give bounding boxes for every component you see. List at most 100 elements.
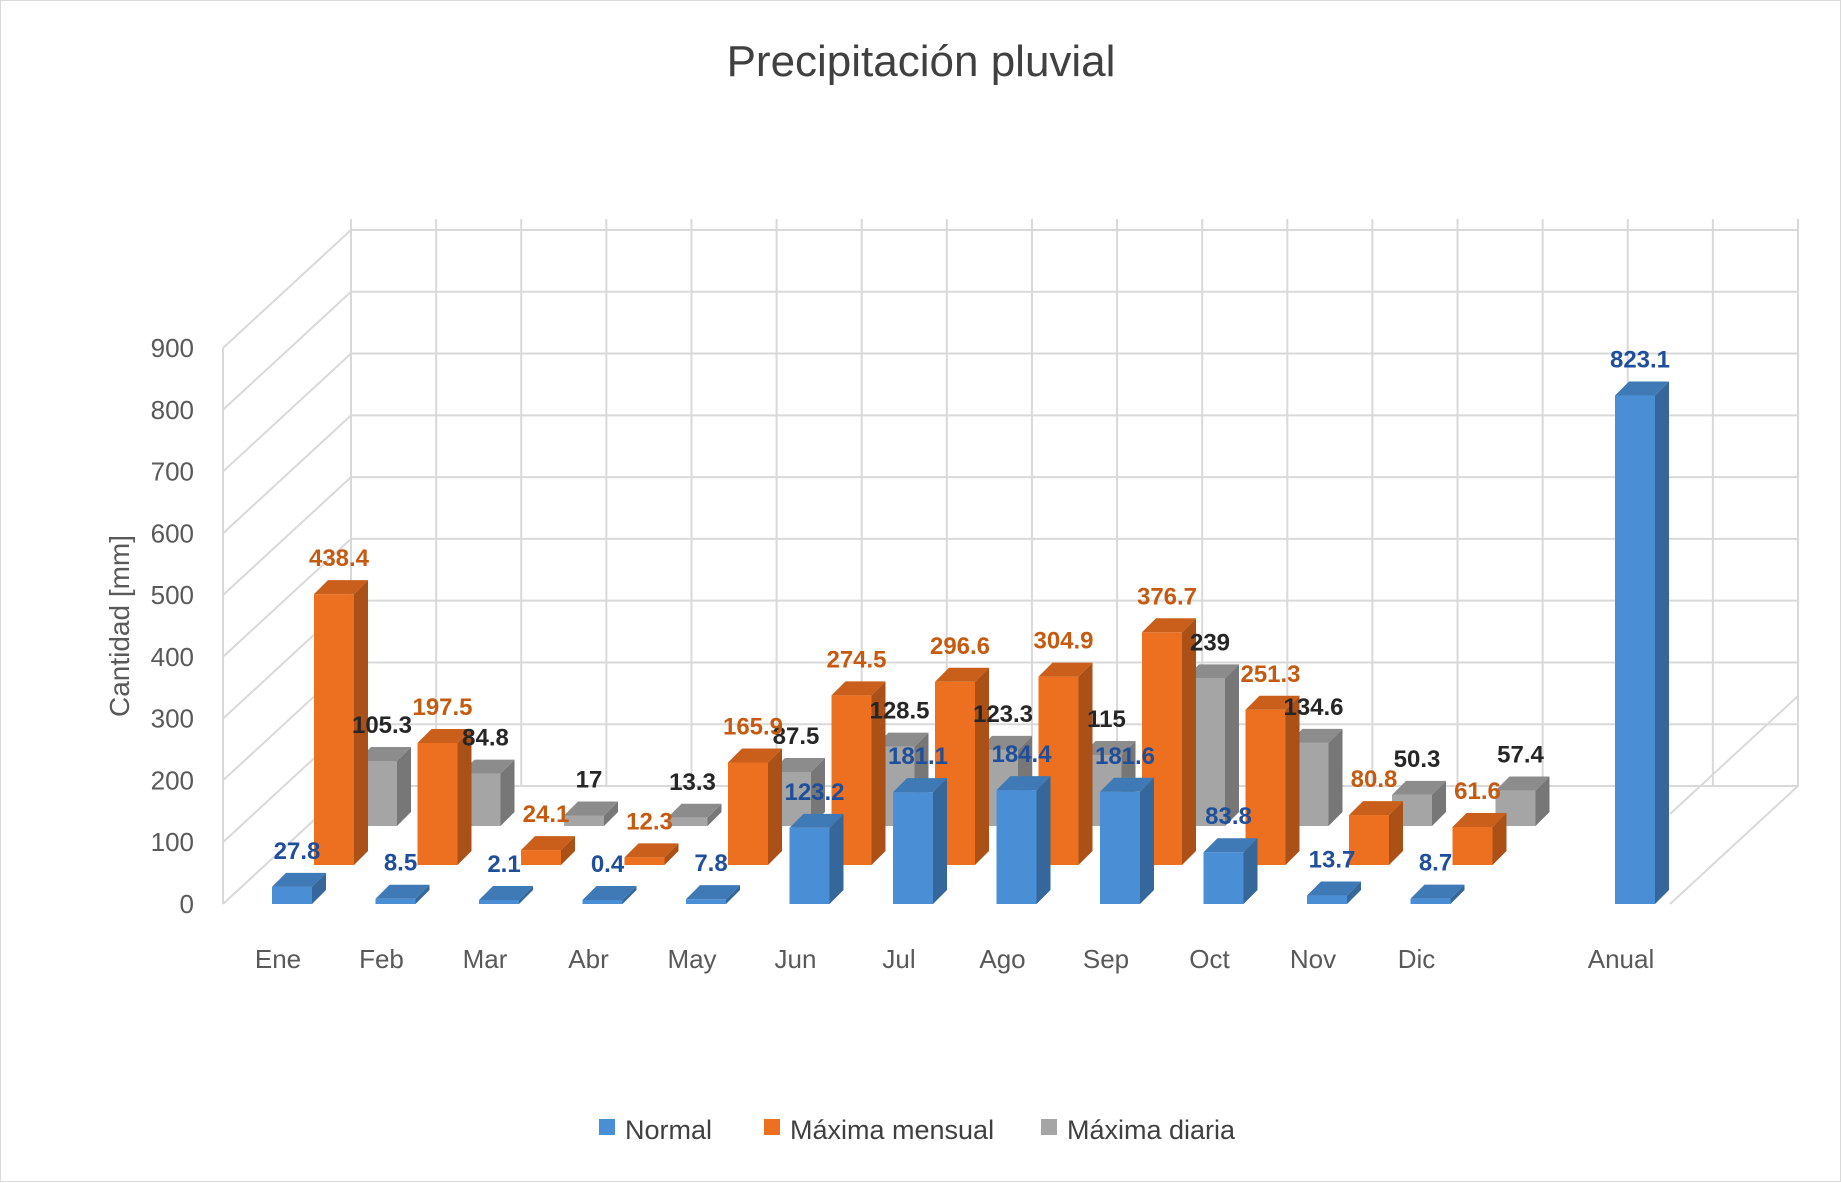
bar-normal-sep: [1100, 777, 1154, 904]
legend-swatch: [764, 1119, 780, 1135]
y-axis: 0 100 200 300 400 500 600 700 800 900: [151, 333, 194, 919]
x-tick-label: Feb: [359, 944, 404, 974]
bar-side: [707, 803, 722, 826]
bar-normal-ene: [272, 872, 326, 904]
bar-front: [375, 898, 416, 904]
data-label: 84.8: [462, 725, 509, 752]
bar-side: [664, 843, 679, 865]
bar-normal-dic: [1410, 884, 1465, 904]
bar-top: [375, 884, 430, 899]
x-tick-label: Anual: [1588, 944, 1655, 974]
x-tick-label: Oct: [1189, 944, 1230, 974]
bar-top: [728, 748, 782, 763]
legend-label: Normal: [625, 1115, 712, 1145]
data-label: 181.1: [888, 743, 948, 770]
y-tick-label: 600: [151, 518, 194, 548]
bar-máxima-mensual-oct: [1245, 695, 1300, 865]
bar-side: [1036, 776, 1051, 904]
legend-swatch: [1041, 1119, 1057, 1135]
y-tick-label: 700: [151, 457, 194, 487]
data-label: 24.1: [523, 801, 570, 828]
bar-front: [1410, 898, 1451, 904]
bar-máxima-diaria-abr: [667, 803, 722, 826]
bar-front: [521, 850, 561, 865]
bar-front: [582, 900, 623, 904]
bar-normal-ago: [996, 776, 1051, 904]
bar-top: [417, 728, 472, 743]
bar-side: [519, 886, 533, 904]
bar-top: [1245, 695, 1300, 710]
legend-swatch: [599, 1119, 615, 1135]
bar-side: [1140, 777, 1154, 904]
x-tick-label: May: [667, 944, 716, 974]
data-label: 83.8: [1205, 803, 1252, 830]
bar-side: [933, 778, 947, 904]
bar-side: [1535, 776, 1550, 826]
data-labels: 105.3 84.8 17 13.3 87.5 128.5 123.3 115 239 134.6…: [274, 347, 1670, 878]
data-label: 296.6: [930, 633, 990, 660]
data-label: 80.8: [1351, 766, 1398, 793]
bar-front: [1615, 395, 1655, 904]
data-label: 8.7: [1419, 850, 1452, 877]
bar-máxima-mensual-dic: [1452, 812, 1507, 865]
data-label: 438.4: [309, 545, 370, 572]
bar-normal-mar: [479, 886, 533, 904]
data-label: 115: [1087, 706, 1126, 733]
bar-side: [1078, 662, 1093, 865]
bar-máxima-mensual-nov: [1349, 801, 1403, 865]
floor-edge-right-2: [1669, 695, 1799, 815]
bar-front: [272, 886, 312, 904]
bar-side: [1347, 881, 1361, 904]
data-label: 2.1: [487, 851, 520, 878]
data-label: 184.4: [991, 741, 1052, 768]
bar-top: [978, 735, 1032, 750]
bar-side: [1492, 812, 1507, 865]
bar-máxima-diaria-mar: [564, 801, 618, 826]
bar-máxima-mensual-ene: [314, 580, 368, 865]
data-label: 251.3: [1240, 661, 1300, 688]
bar-side: [1328, 728, 1343, 826]
bar-máxima-mensual-may: [728, 748, 782, 865]
bar-front: [564, 815, 604, 826]
bar-top: [1349, 801, 1403, 816]
bar-front: [1100, 791, 1140, 904]
bar-top: [1392, 780, 1446, 795]
bar-normal-jun: [789, 813, 844, 904]
bar-top: [564, 801, 618, 816]
data-label: 274.5: [826, 646, 886, 673]
bar-top: [479, 886, 533, 900]
data-label: 61.6: [1454, 778, 1501, 805]
x-tick-label: Mar: [463, 944, 508, 974]
bar-side: [975, 667, 989, 865]
bar-máxima-mensual-abr: [624, 843, 679, 865]
bar-front: [1349, 815, 1389, 865]
data-label: 105.3: [352, 712, 412, 739]
x-tick-label: Sep: [1083, 944, 1129, 974]
bar-side: [415, 884, 430, 904]
legend-label: Máxima mensual: [790, 1115, 994, 1145]
floor-edge-right: [1669, 785, 1799, 905]
y-tick-label: 200: [151, 765, 194, 795]
data-label: 123.3: [973, 701, 1033, 728]
data-label: 57.4: [1497, 742, 1544, 769]
data-label: 7.8: [694, 850, 727, 877]
bar-top: [521, 836, 575, 851]
bar-top: [686, 885, 740, 900]
y-axis-title: Cantidad [mm]: [104, 535, 135, 717]
bar-side: [604, 801, 618, 826]
bar-máxima-mensual-feb: [417, 728, 472, 865]
bar-side: [1389, 801, 1403, 865]
bar-máxima-mensual-ago: [1038, 662, 1093, 865]
data-label: 823.1: [1610, 347, 1670, 374]
legend-label: Máxima diaria: [1067, 1115, 1236, 1145]
data-label: 13.7: [1309, 847, 1356, 874]
gridline-side-700: [222, 352, 352, 473]
bar-máxima-mensual-mar: [521, 836, 575, 865]
x-tick-label: Nov: [1290, 944, 1336, 974]
legend-item: Normal: [599, 1115, 712, 1145]
bar-top: [831, 681, 886, 696]
bar-normal-oct: [1203, 838, 1258, 904]
bar-front: [1203, 852, 1244, 904]
data-label: 12.3: [626, 808, 673, 835]
